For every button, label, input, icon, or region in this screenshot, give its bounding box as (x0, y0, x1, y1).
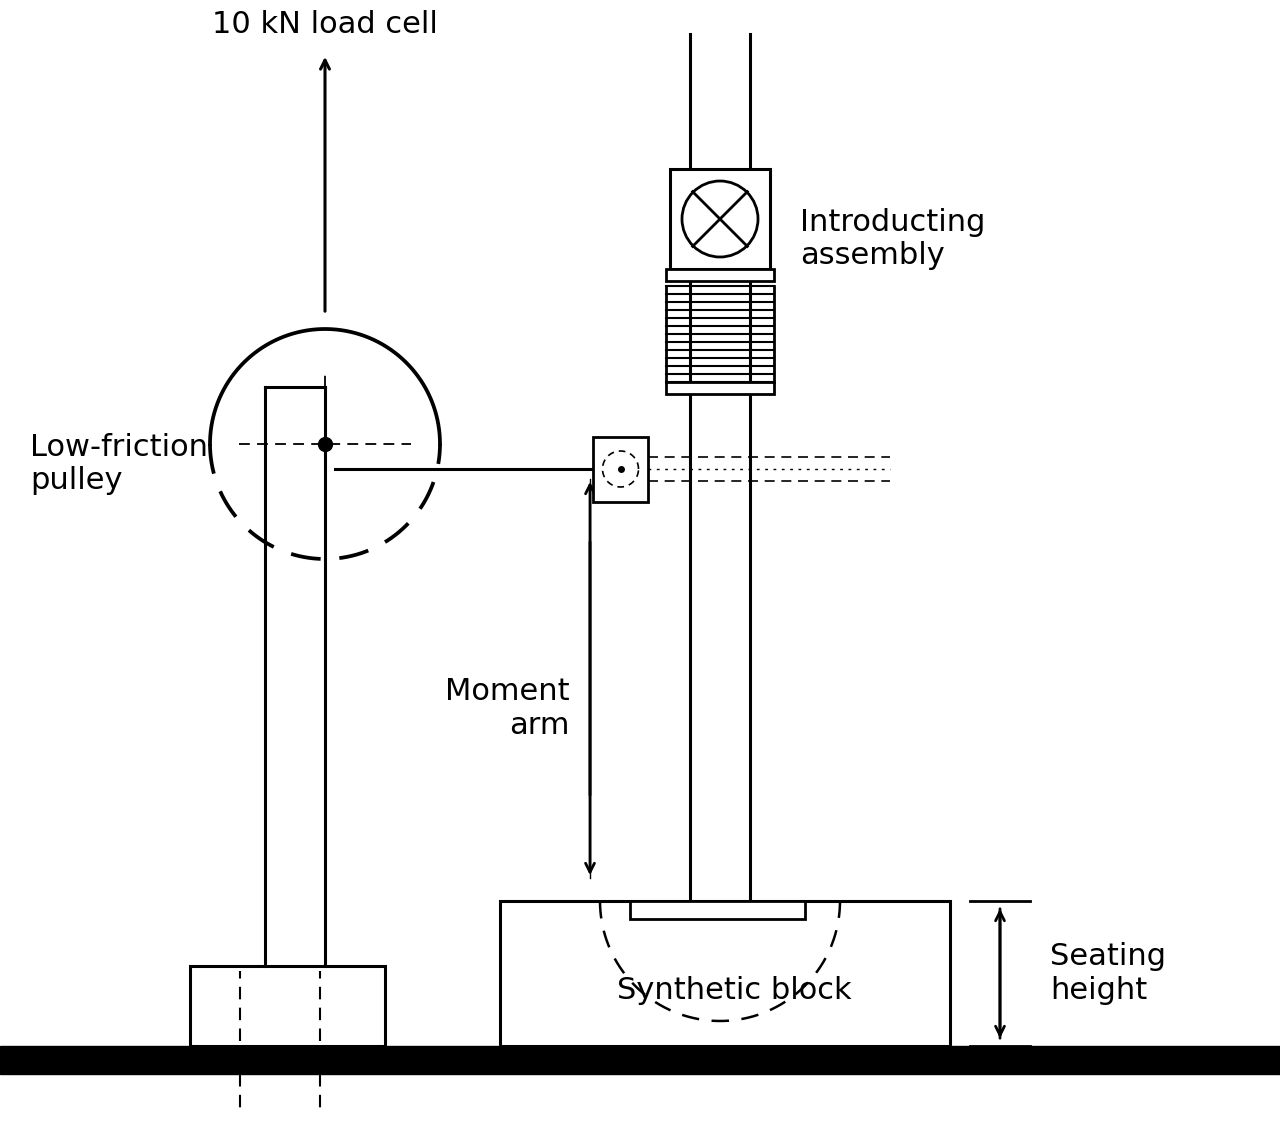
Bar (666, 382, 774, 395)
Bar (669, 169, 771, 269)
Bar (500, 901, 950, 1046)
Text: Moment
arm: Moment arm (445, 677, 570, 740)
Circle shape (682, 181, 758, 257)
Text: 10 kN load cell: 10 kN load cell (212, 10, 438, 39)
Bar (593, 436, 648, 501)
Text: Synthetic block: Synthetic block (617, 977, 851, 1005)
Bar (630, 901, 805, 919)
Text: Low-friction
pulley: Low-friction pulley (29, 433, 207, 496)
Text: Introducting
assembly: Introducting assembly (800, 208, 986, 270)
Bar (0, 1046, 1280, 1075)
Bar (189, 966, 385, 1046)
Bar (666, 269, 774, 281)
Text: Seating
height: Seating height (1050, 942, 1166, 1005)
